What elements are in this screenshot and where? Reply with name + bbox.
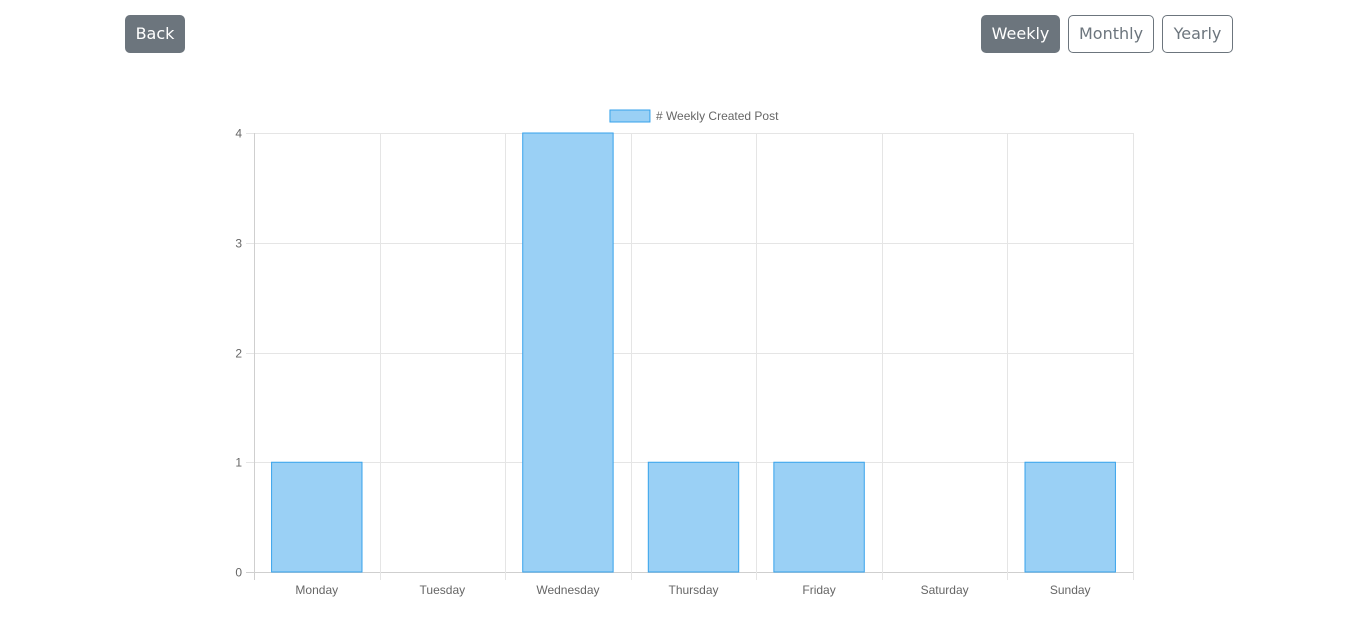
legend-swatch	[609, 109, 651, 123]
x-tick-label: Monday	[295, 583, 338, 597]
back-button[interactable]: Back	[125, 15, 185, 53]
y-tick-label: 3	[235, 237, 242, 251]
bar-friday	[773, 461, 865, 573]
bar-wednesday	[522, 132, 614, 573]
x-tick-label: Saturday	[921, 583, 969, 597]
x-tick-label: Thursday	[668, 583, 718, 597]
y-tick-label: 4	[235, 127, 242, 141]
bar-sunday	[1024, 461, 1116, 573]
weekly-button[interactable]: Weekly	[981, 15, 1060, 53]
bars	[271, 132, 1116, 573]
yearly-button[interactable]: Yearly	[1162, 15, 1233, 53]
y-tick-label: 0	[235, 566, 242, 580]
legend: # Weekly Created Post	[609, 109, 779, 123]
x-tick-label: Wednesday	[536, 583, 599, 597]
x-tick-label: Tuesday	[420, 583, 466, 597]
y-tick-label: 2	[235, 347, 242, 361]
axes: 0 1 2 3 4 Monday Tuesday Wednesday Thursday Frida…	[235, 127, 1090, 598]
monthly-button[interactable]: Monthly	[1068, 15, 1154, 53]
bar-thursday	[647, 461, 740, 573]
bar-monday	[271, 461, 363, 573]
x-tick-label: Sunday	[1050, 583, 1091, 597]
x-tick-label: Friday	[802, 583, 835, 597]
legend-label: # Weekly Created Post	[656, 109, 779, 123]
y-tick-label: 1	[235, 456, 242, 470]
